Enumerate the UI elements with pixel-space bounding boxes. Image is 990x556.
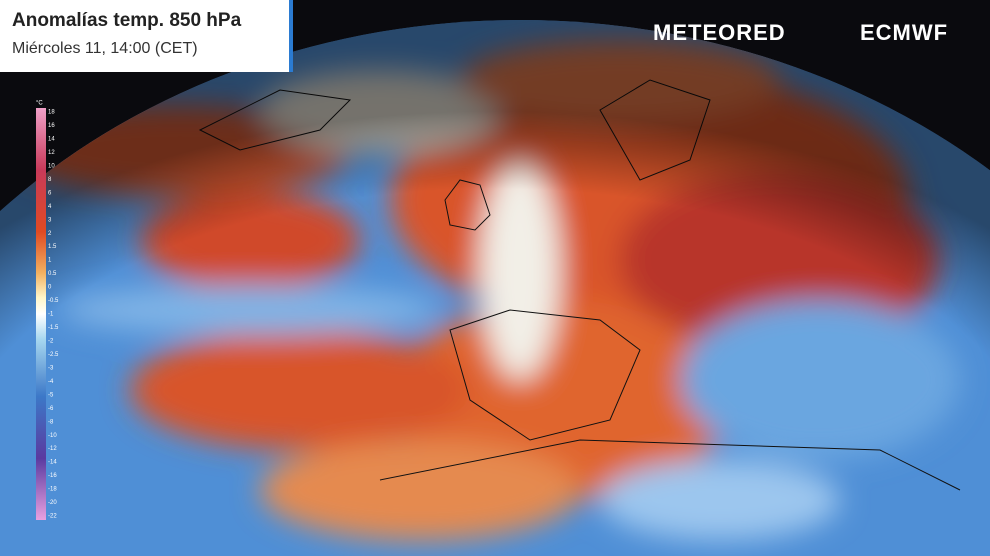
header: Anomalías temp. 850 hPa Miércoles 11, 14…: [0, 0, 293, 72]
legend-tick-label: -2: [48, 339, 54, 345]
legend-tick-label: -0.5: [48, 298, 59, 304]
partner-logo: ECMWF: [860, 20, 949, 45]
legend: °C 18 16 14 12 10 8 6 4 3 2 1.5 1 0.5 0 -0.5 -1 -1.5 -2 -2.…: [36, 101, 59, 520]
legend-tick-label: 2: [48, 231, 52, 237]
legend-tick-label: 16: [48, 123, 55, 129]
legend-tick-label: -14: [48, 460, 57, 466]
legend-tick-label: 8: [48, 177, 52, 183]
legend-tick-label: 0: [48, 285, 52, 291]
legend-tick-label: -1.5: [48, 325, 59, 331]
legend-tick-label: -3: [48, 365, 54, 371]
subtitle: Miércoles 11, 14:00 (CET): [12, 40, 198, 57]
legend-tick-label: 10: [48, 163, 55, 169]
legend-tick-label: -10: [48, 433, 57, 439]
legend-tick-label: 1.5: [48, 244, 57, 250]
legend-tick-label: 12: [48, 150, 55, 156]
legend-tick-label: -4: [48, 379, 54, 385]
brand-logo: METEORED: [653, 20, 786, 45]
legend-tick-label: -20: [48, 500, 57, 506]
legend-tick-label: 6: [48, 190, 52, 196]
legend-tick-label: 4: [48, 204, 52, 210]
legend-tick-label: 1: [48, 258, 52, 264]
legend-tick-label: 0.5: [48, 271, 57, 277]
legend-tick-label: 3: [48, 217, 52, 223]
title: Anomalías temp. 850 hPa: [12, 10, 242, 31]
legend-tick-label: -12: [48, 446, 57, 452]
legend-tick-label: 18: [48, 110, 55, 116]
legend-tick-label: -8: [48, 419, 54, 425]
legend-tick-label: -22: [48, 514, 57, 520]
legend-unit: °C: [36, 101, 43, 107]
legend-tick-label: -18: [48, 487, 57, 493]
legend-tick-label: -1: [48, 312, 54, 318]
legend-tick-label: -2.5: [48, 352, 59, 358]
legend-tick-label: -5: [48, 392, 54, 398]
legend-tick-label: 14: [48, 137, 55, 143]
color-bar: [36, 108, 46, 520]
legend-tick-label: -16: [48, 473, 57, 479]
legend-tick-label: -6: [48, 406, 54, 412]
